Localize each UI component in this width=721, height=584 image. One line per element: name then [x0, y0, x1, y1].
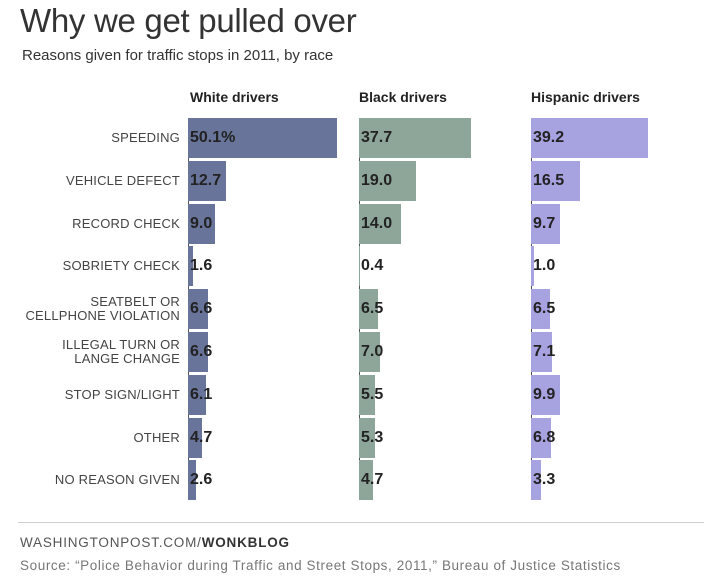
bar: [531, 332, 553, 372]
bar: [531, 160, 581, 201]
bar: [188, 118, 337, 158]
bar: [359, 118, 472, 158]
bar: [188, 460, 196, 501]
source-note: Source: “Police Behavior during Traffic …: [20, 558, 621, 573]
data-label: 9.9: [533, 385, 556, 403]
category-label: STOP SIGN/LIGHT: [10, 386, 180, 402]
bar: [359, 289, 379, 330]
bar: [531, 460, 541, 501]
bar: [531, 203, 560, 244]
bar: [188, 289, 208, 330]
data-label: 2.6: [190, 471, 213, 489]
footer-divider: [18, 522, 704, 523]
chart-subtitle: Reasons given for traffic stops in 2011,…: [22, 47, 334, 64]
bar: [188, 246, 193, 287]
bar: [531, 289, 551, 330]
bar: [359, 246, 361, 287]
data-label: 5.5: [361, 385, 384, 403]
data-label: 6.6: [190, 300, 213, 318]
bar: [188, 203, 215, 244]
category-label-line: SOBRIETY CHECK: [62, 258, 180, 274]
bar: [359, 160, 416, 201]
data-label: 37.7: [361, 129, 393, 146]
data-label: 50.1%: [190, 129, 236, 146]
bar: [359, 417, 375, 458]
credit-bold: WONKBLOG: [201, 535, 290, 550]
data-label: 6.8: [533, 428, 556, 446]
data-label: 19.0: [361, 171, 393, 189]
category-label-line: OTHER: [133, 429, 180, 445]
data-label: 7.0: [361, 343, 384, 360]
data-label: 7.1: [533, 343, 556, 360]
category-label: ILLEGAL TURN OR LANGE CHANGE: [10, 338, 180, 366]
data-label: 16.5: [533, 171, 565, 189]
bar: [188, 332, 208, 372]
data-label: 0.4: [361, 257, 384, 275]
chart-title: Why we get pulled over: [20, 2, 357, 39]
bar: [359, 374, 376, 415]
series-header: Hispanic drivers: [531, 89, 640, 105]
category-label-line: STOP SIGN/LIGHT: [64, 386, 180, 402]
bar: [188, 417, 202, 458]
category-label: NO REASON GIVEN: [10, 473, 180, 487]
data-label: 6.6: [190, 343, 213, 360]
data-label: 4.7: [361, 471, 384, 489]
category-label-line: NO REASON GIVEN: [54, 472, 180, 488]
category-label: SEATBELT OR CELLPHONE VIOLATION: [10, 295, 180, 323]
data-label: 5.3: [361, 428, 384, 446]
credit-prefix: WASHINGTONPOST.COM/: [20, 535, 202, 550]
bar: [188, 374, 207, 415]
category-label-line: CELLPHONE VIOLATION: [25, 308, 180, 324]
category-label: VEHICLE DEFECT: [10, 172, 180, 188]
data-label: 6.5: [533, 300, 556, 318]
bar: [359, 460, 373, 501]
category-label: SOBRIETY CHECK: [10, 259, 180, 273]
bar: [359, 332, 380, 372]
data-label: 14.0: [361, 214, 393, 232]
bar: [531, 246, 534, 287]
data-label: 9.7: [533, 214, 556, 232]
bar: [531, 118, 648, 158]
bar: [531, 374, 561, 415]
series-header: White drivers: [190, 89, 279, 105]
bar: [359, 203, 401, 244]
data-label: 39.2: [533, 129, 565, 146]
data-label: 6.5: [361, 300, 384, 318]
data-label: 12.7: [190, 171, 222, 189]
category-label-line: RECORD CHECK: [72, 215, 180, 231]
data-label: 9.0: [190, 214, 213, 232]
category-label-line: VEHICLE DEFECT: [65, 172, 180, 188]
category-label-line: SPEEDING: [111, 130, 180, 145]
credit-line: WASHINGTONPOST.COM/WONKBLOG: [20, 535, 290, 550]
category-label: SPEEDING: [10, 131, 180, 145]
bar: [188, 160, 226, 201]
category-label-line: ILLEGAL TURN OR: [62, 337, 180, 352]
data-label: 1.0: [533, 257, 556, 275]
data-label: 4.7: [190, 428, 213, 446]
category-label-line: SEATBELT OR: [90, 294, 180, 310]
category-label-line: LANGE CHANGE: [74, 351, 180, 366]
data-label: 3.3: [533, 471, 556, 489]
series-header: Black drivers: [359, 89, 447, 105]
category-label: OTHER: [10, 429, 180, 445]
data-label: 1.6: [190, 257, 213, 275]
data-label: 6.1: [190, 385, 213, 403]
category-label: RECORD CHECK: [10, 215, 180, 231]
bar: [531, 417, 552, 458]
